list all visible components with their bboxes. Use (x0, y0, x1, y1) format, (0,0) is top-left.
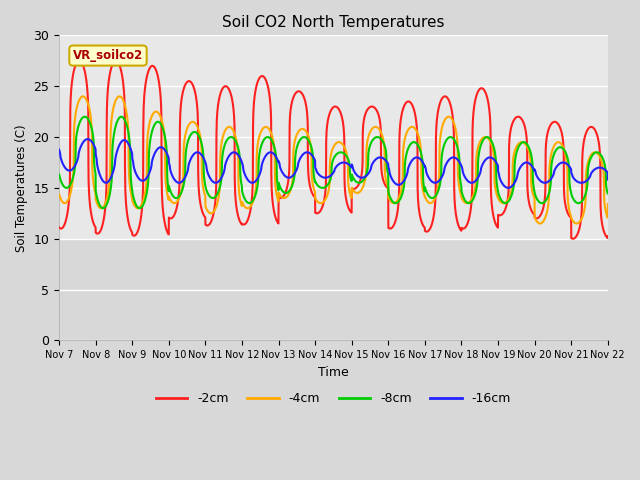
Bar (59, 36, 608, 239)
Y-axis label: Soil Temperatures (C): Soil Temperatures (C) (15, 124, 28, 252)
Text: VR_soilco2: VR_soilco2 (73, 49, 143, 62)
X-axis label: Time: Time (318, 366, 349, 379)
Title: Soil CO2 North Temperatures: Soil CO2 North Temperatures (222, 15, 445, 30)
Legend: -2cm, -4cm, -8cm, -16cm: -2cm, -4cm, -8cm, -16cm (151, 387, 516, 410)
